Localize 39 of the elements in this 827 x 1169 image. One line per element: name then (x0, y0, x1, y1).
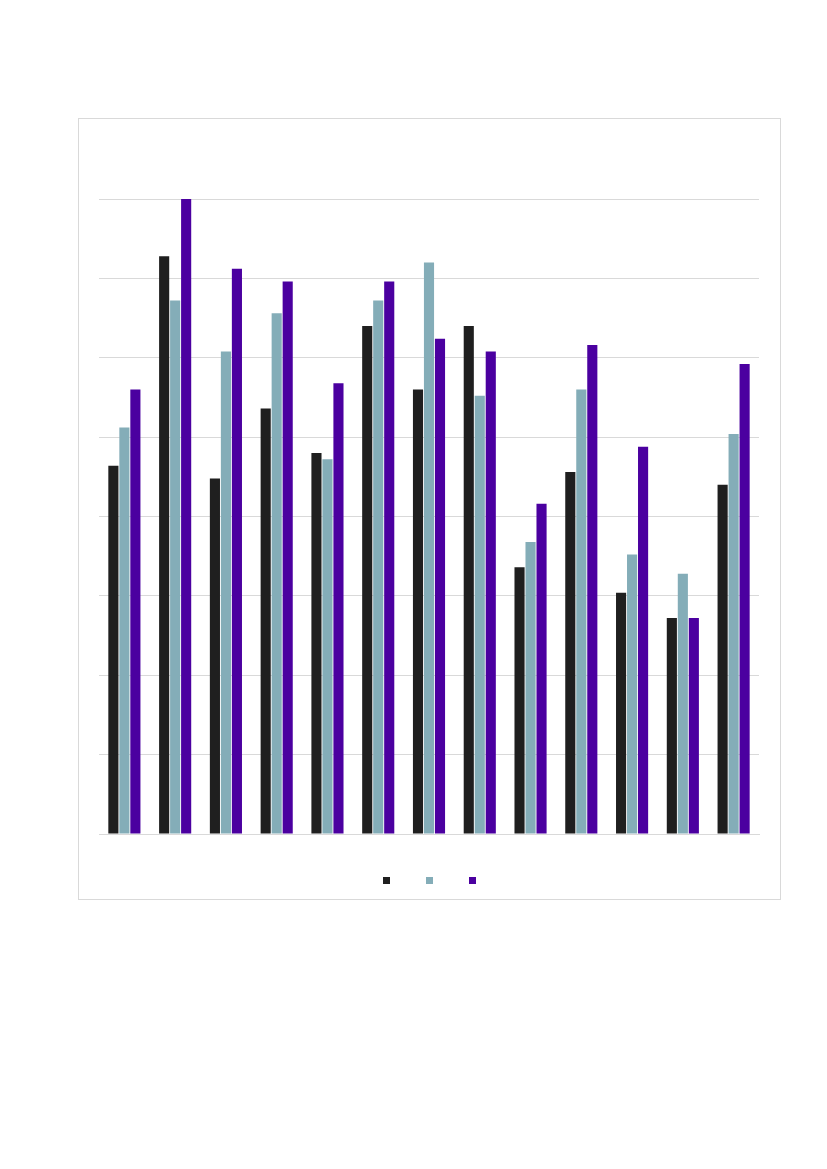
bar (231, 268, 242, 834)
bar (119, 427, 130, 834)
bar (170, 300, 181, 834)
bar (717, 484, 728, 834)
bar (616, 592, 627, 834)
bar (728, 433, 739, 834)
bar (271, 313, 282, 834)
bar (463, 326, 474, 834)
bar (536, 503, 547, 834)
bar (260, 408, 271, 834)
bar (373, 300, 384, 834)
bar (587, 345, 598, 834)
bar (423, 262, 435, 834)
bar (434, 338, 446, 834)
bar (311, 453, 322, 834)
bar (688, 618, 699, 834)
bar (384, 281, 395, 834)
bar (362, 326, 373, 834)
bar (485, 351, 496, 834)
bar (565, 472, 576, 834)
bar (181, 199, 192, 834)
bar (638, 446, 649, 834)
bar (333, 383, 344, 834)
bar (282, 281, 293, 834)
bar (322, 459, 333, 834)
bar (677, 573, 688, 834)
bar (220, 351, 231, 834)
bar (666, 618, 677, 834)
bar (130, 389, 141, 834)
bar (739, 364, 750, 834)
bar (209, 478, 220, 834)
bar (514, 567, 525, 834)
bar (159, 256, 170, 834)
bar (627, 554, 638, 834)
bar (525, 541, 536, 834)
bar (576, 389, 587, 834)
bar (412, 389, 424, 834)
bar (474, 395, 485, 834)
bar (108, 465, 119, 834)
